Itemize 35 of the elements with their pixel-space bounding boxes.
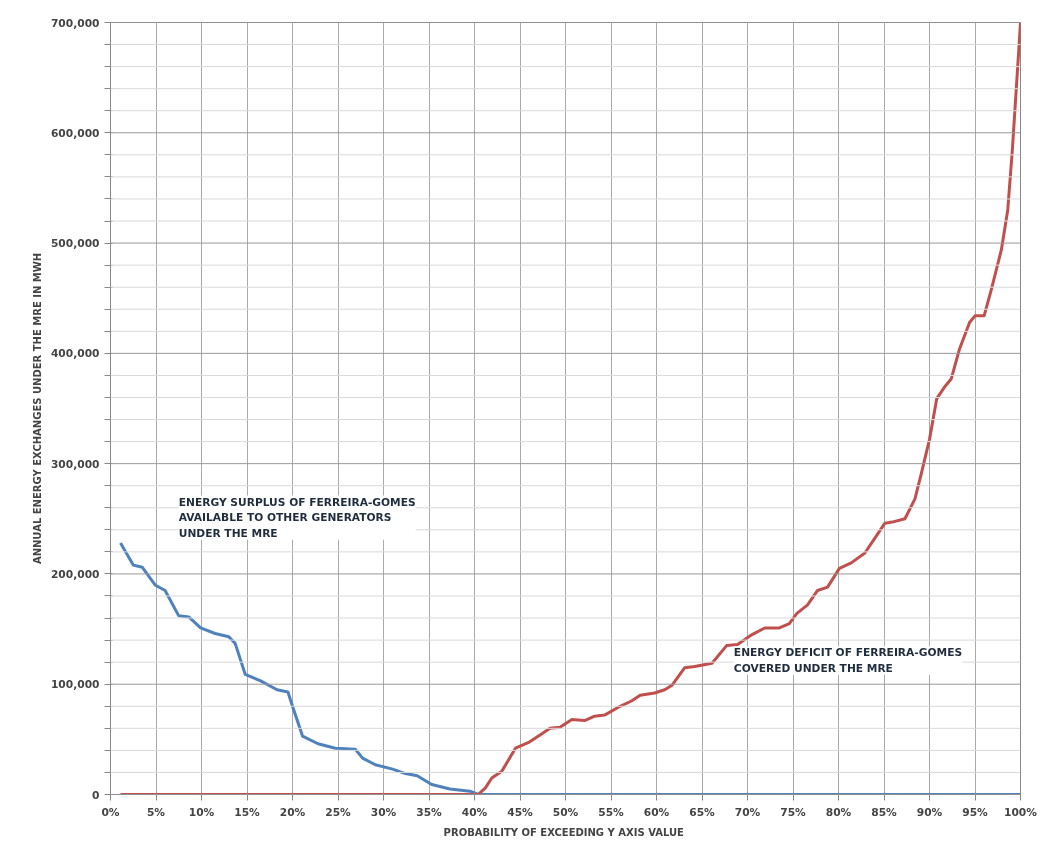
annotation: ENERGY DEFICIT OF FERREIRA-GOMES COVERED UNDER THE MRE: [733, 646, 963, 675]
x-tick-label: 80%: [825, 805, 852, 819]
y-tick-label: 0: [92, 788, 100, 802]
x-tick-label: 65%: [689, 805, 716, 819]
y-tick-label: 200,000: [50, 567, 100, 581]
x-tick-label: 75%: [780, 805, 807, 819]
x-tick-label: 30%: [370, 805, 397, 819]
x-tick-label: 90%: [916, 805, 943, 819]
y-tick-label: 400,000: [50, 347, 100, 361]
x-tick-label: 20%: [279, 805, 306, 819]
x-tick-label: 5%: [146, 805, 166, 819]
x-tick-label: 0%: [101, 805, 120, 819]
x-tick-label: 60%: [643, 805, 670, 819]
x-tick-label: 35%: [416, 805, 443, 819]
x-tick-label: 15%: [234, 805, 261, 819]
x-tick-label: 70%: [734, 805, 761, 819]
y-tick-label: 600,000: [50, 126, 100, 140]
x-tick-label: 55%: [598, 805, 625, 819]
x-tick-label: 85%: [871, 805, 898, 819]
x-tick-label: 95%: [962, 805, 989, 819]
line-series: [119, 541, 1021, 795]
y-tick-label: 100,000: [50, 678, 100, 692]
x-tick-label: 45%: [507, 805, 534, 819]
x-tick-label: 40%: [461, 805, 488, 819]
y-tick-label: 300,000: [50, 457, 100, 471]
annotation: ENERGY SURPLUS OF FERREIRA-GOMES AVAILABLE TO OTHER GENERATORS UNDER THE MRE: [178, 495, 416, 540]
x-tick-label: 50%: [552, 805, 579, 819]
y-tick-label: 500,000: [50, 237, 100, 251]
x-tick-label: 25%: [325, 805, 352, 819]
x-tick-label: 100%: [1004, 805, 1038, 819]
x-tick-label: 10%: [188, 805, 215, 819]
y-tick-label: 700,000: [50, 16, 100, 30]
line-series: [119, 22, 1021, 795]
y-axis-title: ANNUAL ENERGY EXCHANGES UNDER THE MRE IN MWH: [31, 252, 43, 565]
x-axis-title: PROBABILITY OF EXCEEDING Y AXIS VALUE: [443, 826, 685, 838]
